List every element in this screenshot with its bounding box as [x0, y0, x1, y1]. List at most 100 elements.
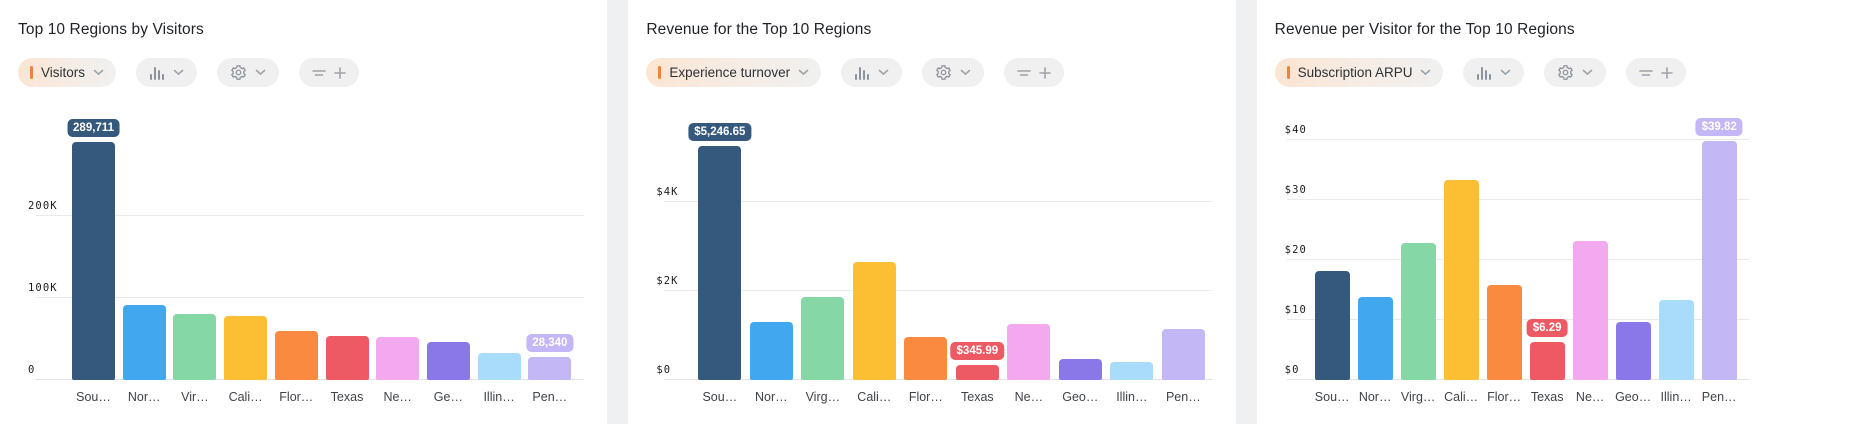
gear-icon — [936, 65, 952, 80]
bar-Flor[interactable] — [274, 330, 318, 380]
metric-color-marker-icon — [658, 66, 662, 79]
bar-Flor[interactable] — [904, 336, 948, 380]
bar-Cali[interactable] — [1443, 180, 1479, 380]
value-badge: $39.82 — [1695, 118, 1743, 137]
value-badge: 28,340 — [526, 333, 574, 352]
chart-toolbar: Subscription ARPU — [1274, 58, 1687, 87]
y-axis-tick: $2K — [656, 274, 679, 287]
bar-Pen[interactable] — [528, 356, 572, 380]
chart-title: Revenue per Visitor for the Top 10 Regio… — [1274, 21, 1575, 38]
bar-Texas[interactable] — [955, 364, 999, 380]
gridline — [664, 289, 1213, 291]
x-axis-label: Geo… — [1615, 390, 1652, 404]
bar-Geo[interactable] — [1058, 359, 1102, 380]
filter-add-button[interactable] — [299, 58, 360, 87]
x-axis-label: Vir… — [181, 390, 209, 404]
y-axis-tick: 0 — [28, 364, 36, 376]
x-axis-label: Pen… — [1701, 390, 1737, 404]
chart-type-selector[interactable] — [136, 58, 198, 87]
chart-title: Top 10 Regions by Visitors — [18, 21, 204, 38]
value-badge: 289,711 — [67, 119, 120, 138]
filter-icon — [1017, 69, 1031, 76]
bar-Virg[interactable] — [1400, 243, 1436, 380]
bar-Sou[interactable] — [698, 146, 742, 380]
filter-icon — [312, 69, 326, 76]
chart-type-selector[interactable] — [1463, 58, 1525, 87]
chart-card-revenue: Revenue for the Top 10 Regions Experienc… — [628, 0, 1236, 424]
gridline — [36, 296, 584, 298]
y-axis-tick: $4K — [656, 185, 679, 198]
bar-Flor[interactable] — [1486, 285, 1522, 380]
plus-icon — [1661, 66, 1674, 79]
x-axis-label: Sou… — [76, 390, 111, 404]
x-axis-label: Flor… — [279, 390, 314, 404]
gridline — [664, 200, 1213, 202]
bar-Cali[interactable] — [852, 262, 896, 380]
settings-selector[interactable] — [217, 58, 280, 87]
bar-Nor[interactable] — [122, 304, 166, 380]
bar-Ge[interactable] — [426, 341, 470, 380]
x-axis-label: Sou… — [1314, 390, 1350, 404]
chart-type-selector[interactable] — [841, 58, 903, 87]
x-axis-label: Texas — [1530, 390, 1564, 404]
x-axis-label: Ne… — [1575, 390, 1605, 404]
gridline — [1286, 259, 1749, 261]
bar-Sou[interactable] — [1314, 270, 1350, 380]
x-axis-label: Illin… — [1116, 390, 1148, 404]
bar-Ne[interactable] — [1007, 324, 1051, 380]
bar-Pen[interactable] — [1161, 329, 1205, 380]
metric-label: Visitors — [41, 65, 86, 80]
bar-Ne[interactable] — [1572, 240, 1608, 380]
chevron-down-icon — [878, 69, 889, 76]
gridline — [1286, 199, 1749, 201]
bar-Illin[interactable] — [1658, 299, 1694, 380]
column-chart-icon — [855, 66, 870, 80]
y-axis-tick: 200K — [28, 199, 58, 212]
settings-selector[interactable] — [1544, 58, 1607, 87]
bar-Nor[interactable] — [1357, 297, 1393, 380]
bar-Geo[interactable] — [1615, 321, 1651, 380]
y-axis-tick: $10 — [1284, 304, 1307, 317]
chevron-down-icon — [1583, 69, 1593, 76]
metric-selector[interactable]: Subscription ARPU — [1274, 58, 1444, 87]
chart-card-revenue-per-visitor: Revenue per Visitor for the Top 10 Regio… — [1256, 0, 1864, 424]
metric-selector[interactable]: Visitors — [18, 58, 117, 87]
value-badge: $6.29 — [1526, 319, 1568, 338]
chart-toolbar: Experience turnover — [646, 58, 1065, 87]
bar-Sou[interactable] — [72, 142, 115, 380]
filter-icon — [1639, 69, 1654, 76]
metric-selector[interactable]: Experience turnover — [646, 58, 822, 87]
bar-Nor[interactable] — [749, 322, 793, 380]
bar-Virg[interactable] — [801, 296, 845, 380]
value-badge: $345.99 — [950, 341, 1005, 360]
bar-Vir[interactable] — [173, 313, 217, 380]
x-axis-label: Illin… — [1660, 390, 1692, 404]
x-axis-label: Geo… — [1062, 390, 1099, 404]
x-axis-label: Texas — [961, 390, 994, 404]
metric-label: Subscription ARPU — [1297, 65, 1413, 80]
chart-toolbar: Visitors — [18, 58, 360, 87]
bar-Ne[interactable] — [376, 337, 420, 380]
x-axis: Sou… Nor… Virg… Cali… Flor… Texas Ne… Geo… Illin… — [1257, 390, 1864, 410]
bar-Pen[interactable] — [1701, 141, 1737, 380]
x-axis-label: Pen… — [532, 390, 568, 404]
x-axis-label: Sou… — [702, 390, 738, 404]
plus-icon — [334, 66, 346, 79]
chevron-down-icon — [1501, 69, 1511, 76]
bar-Illin[interactable] — [477, 353, 521, 380]
filter-add-button[interactable] — [1004, 58, 1065, 87]
bar-Cali[interactable] — [224, 316, 268, 380]
settings-selector[interactable] — [922, 58, 985, 87]
x-axis-label: Nor… — [127, 390, 161, 404]
gear-icon — [1558, 65, 1574, 80]
x-axis-label: Cali… — [228, 390, 263, 404]
bar-Texas[interactable] — [325, 335, 369, 380]
filter-add-button[interactable] — [1626, 58, 1687, 87]
chevron-down-icon — [173, 69, 184, 76]
bar-Illin[interactable] — [1110, 361, 1154, 380]
y-axis-tick: $0 — [1284, 364, 1300, 376]
x-axis-label: Nor… — [755, 390, 788, 404]
x-axis: Sou… Nor… Vir… Cali… Flor… Texas Ne… Ge… Illin… P… — [0, 390, 607, 410]
chevron-down-icon — [255, 69, 266, 76]
bar-Texas[interactable] — [1529, 342, 1565, 380]
